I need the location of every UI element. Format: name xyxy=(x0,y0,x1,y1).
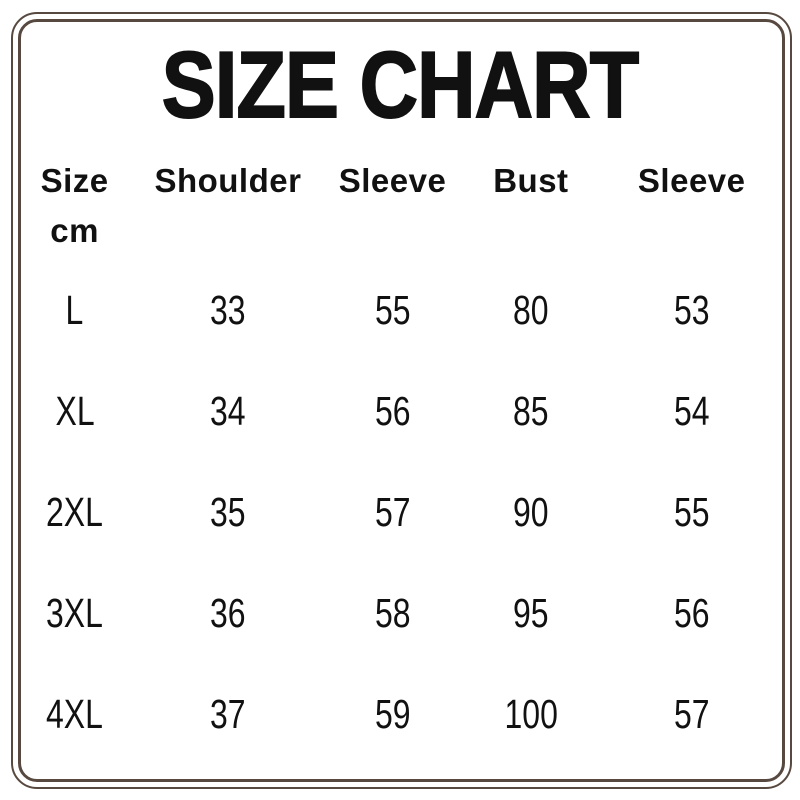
value-cell: 58 xyxy=(333,563,453,664)
table-row-l: L 33 55 80 53 xyxy=(26,260,774,361)
value-cell: 59 xyxy=(333,664,453,765)
value-cell: 37 xyxy=(123,664,332,765)
table-row-3xl: 3XL 36 58 95 56 xyxy=(26,563,774,664)
value-cell: 56 xyxy=(333,361,453,462)
header-size-unit: cm xyxy=(50,212,99,249)
value-cell: 35 xyxy=(123,462,332,563)
col-header-bust: Bust xyxy=(493,162,569,199)
value-cell: 55 xyxy=(333,260,453,361)
value-cell: 85 xyxy=(452,361,609,462)
value-cell: 57 xyxy=(609,664,774,765)
value-cell: 56 xyxy=(609,563,774,664)
cell-value: 58 xyxy=(374,590,411,636)
value-cell: 95 xyxy=(452,563,609,664)
size-label: 3XL xyxy=(46,590,104,636)
col-header-size: Size cm xyxy=(26,156,123,260)
value-cell: 55 xyxy=(609,462,774,563)
value-cell: 33 xyxy=(123,260,332,361)
value-cell: 34 xyxy=(123,361,332,462)
cell-value: 55 xyxy=(374,287,411,333)
cell-value: 36 xyxy=(210,590,246,636)
cell-value: 56 xyxy=(673,590,710,636)
size-cell: 2XL xyxy=(26,462,123,563)
cell-value: 57 xyxy=(673,691,710,737)
value-cell: 57 xyxy=(333,462,453,563)
page-title: SIZE CHART xyxy=(0,32,800,137)
cell-value: 34 xyxy=(210,388,246,434)
col-header-sleeve-2: Sleeve xyxy=(637,162,746,199)
header-size-label: Size xyxy=(40,162,109,199)
value-cell: 36 xyxy=(123,563,332,664)
cell-value: 37 xyxy=(210,691,246,737)
size-cell: XL xyxy=(26,361,123,462)
size-label: L xyxy=(65,287,84,333)
size-label: 4XL xyxy=(46,691,104,737)
header-row: Size cm Shoulder Sleeve Bust Sleeve xyxy=(26,156,774,260)
cell-value: 85 xyxy=(513,388,549,434)
cell-value: 90 xyxy=(513,489,549,535)
size-table: Size cm Shoulder Sleeve Bust Sleeve L 33… xyxy=(26,156,774,765)
page-title-text: SIZE CHART xyxy=(161,32,640,137)
cell-value: 95 xyxy=(513,590,549,636)
cell-value: 33 xyxy=(210,287,246,333)
value-cell: 54 xyxy=(609,361,774,462)
col-header-sleeve: Sleeve xyxy=(338,162,447,199)
value-cell: 80 xyxy=(452,260,609,361)
value-cell: 100 xyxy=(452,664,609,765)
table-row-4xl: 4XL 37 59 100 57 xyxy=(26,664,774,765)
cell-value: 35 xyxy=(210,489,246,535)
value-cell: 53 xyxy=(609,260,774,361)
cell-value: 56 xyxy=(374,388,411,434)
size-cell: 3XL xyxy=(26,563,123,664)
cell-value: 100 xyxy=(504,691,558,737)
table-row-2xl: 2XL 35 57 90 55 xyxy=(26,462,774,563)
size-label: XL xyxy=(55,388,95,434)
size-label: 2XL xyxy=(46,489,104,535)
cell-value: 55 xyxy=(673,489,710,535)
cell-value: 59 xyxy=(374,691,411,737)
cell-value: 54 xyxy=(673,388,710,434)
value-cell: 90 xyxy=(452,462,609,563)
col-header-shoulder: Shoulder xyxy=(154,162,302,199)
size-cell: L xyxy=(26,260,123,361)
cell-value: 53 xyxy=(673,287,710,333)
size-cell: 4XL xyxy=(26,664,123,765)
table-row-xl: XL 34 56 85 54 xyxy=(26,361,774,462)
cell-value: 57 xyxy=(374,489,411,535)
cell-value: 80 xyxy=(513,287,549,333)
